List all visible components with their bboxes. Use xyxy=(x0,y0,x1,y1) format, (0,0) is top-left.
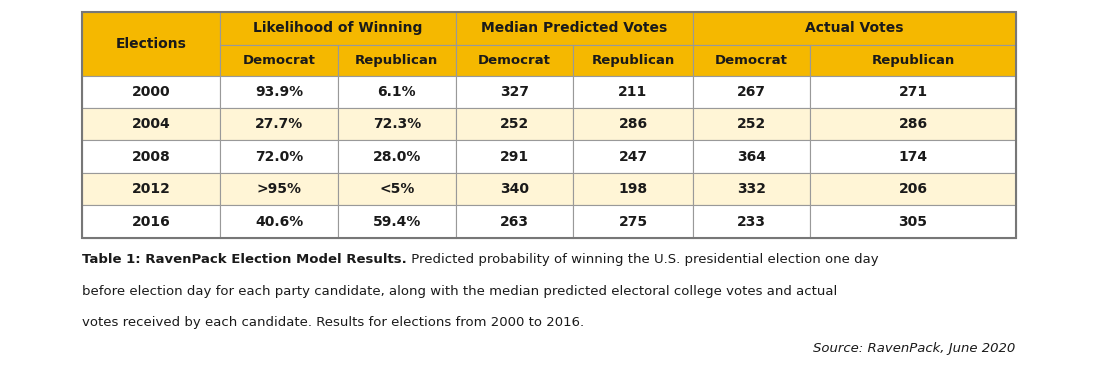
Bar xyxy=(693,141,810,172)
Bar xyxy=(221,205,338,238)
Text: 2000: 2000 xyxy=(132,85,170,99)
Text: 93.9%: 93.9% xyxy=(255,85,303,99)
Text: 2012: 2012 xyxy=(132,182,171,196)
Bar xyxy=(693,76,810,108)
Bar xyxy=(693,45,810,76)
Text: Actual Votes: Actual Votes xyxy=(805,21,904,35)
Text: Table 1: RavenPack Election Model Results.: Table 1: RavenPack Election Model Result… xyxy=(82,253,407,266)
Bar xyxy=(338,205,456,238)
Text: 198: 198 xyxy=(618,182,648,196)
Text: 275: 275 xyxy=(618,215,648,228)
Bar xyxy=(221,172,338,205)
Text: Republican: Republican xyxy=(872,54,954,67)
Bar xyxy=(456,141,573,172)
Text: 72.0%: 72.0% xyxy=(255,149,303,164)
Bar xyxy=(82,141,221,172)
Text: 2008: 2008 xyxy=(132,149,171,164)
Bar xyxy=(693,12,1016,45)
Bar xyxy=(573,205,693,238)
Text: Republican: Republican xyxy=(592,54,674,67)
Text: 340: 340 xyxy=(500,182,529,196)
Bar xyxy=(573,172,693,205)
Text: Democrat: Democrat xyxy=(478,54,551,67)
Bar xyxy=(82,12,1016,238)
Bar xyxy=(338,76,456,108)
Bar xyxy=(810,45,1016,76)
Bar xyxy=(456,172,573,205)
Text: 2004: 2004 xyxy=(132,118,171,131)
Bar xyxy=(456,45,573,76)
Text: 6.1%: 6.1% xyxy=(378,85,416,99)
Text: 206: 206 xyxy=(898,182,928,196)
Text: Likelihood of Winning: Likelihood of Winning xyxy=(254,21,423,35)
Text: 59.4%: 59.4% xyxy=(372,215,421,228)
Bar xyxy=(693,205,810,238)
Bar xyxy=(82,108,221,141)
Bar xyxy=(221,76,338,108)
Bar xyxy=(693,108,810,141)
Text: 28.0%: 28.0% xyxy=(372,149,421,164)
Bar xyxy=(810,172,1016,205)
Text: Republican: Republican xyxy=(356,54,438,67)
Text: votes received by each candidate. Results for elections from 2000 to 2016.: votes received by each candidate. Result… xyxy=(82,316,584,329)
Text: 27.7%: 27.7% xyxy=(255,118,303,131)
Bar xyxy=(573,45,693,76)
Text: 233: 233 xyxy=(737,215,766,228)
Bar xyxy=(82,205,221,238)
Bar xyxy=(221,108,338,141)
Bar xyxy=(338,45,456,76)
Bar xyxy=(82,76,221,108)
Bar xyxy=(338,141,456,172)
Text: 211: 211 xyxy=(618,85,648,99)
Text: 174: 174 xyxy=(898,149,928,164)
Bar xyxy=(221,12,456,45)
Bar xyxy=(221,45,338,76)
Bar xyxy=(810,205,1016,238)
Text: Source: RavenPack, June 2020: Source: RavenPack, June 2020 xyxy=(814,342,1016,354)
Bar xyxy=(456,108,573,141)
Bar xyxy=(338,172,456,205)
Text: 332: 332 xyxy=(737,182,766,196)
Bar xyxy=(82,12,221,76)
Text: >95%: >95% xyxy=(257,182,302,196)
Bar xyxy=(573,108,693,141)
Text: 305: 305 xyxy=(898,215,928,228)
Text: Predicted probability of winning the U.S. presidential election one day: Predicted probability of winning the U.S… xyxy=(407,253,878,266)
Bar xyxy=(338,108,456,141)
Text: Democrat: Democrat xyxy=(715,54,788,67)
Text: 267: 267 xyxy=(737,85,766,99)
Bar xyxy=(693,172,810,205)
Text: Median Predicted Votes: Median Predicted Votes xyxy=(481,21,668,35)
Bar xyxy=(573,141,693,172)
Bar xyxy=(221,141,338,172)
Text: 364: 364 xyxy=(737,149,766,164)
Text: 291: 291 xyxy=(500,149,529,164)
Text: <5%: <5% xyxy=(379,182,415,196)
Text: 286: 286 xyxy=(898,118,928,131)
Text: Democrat: Democrat xyxy=(243,54,316,67)
Text: 72.3%: 72.3% xyxy=(372,118,421,131)
Text: 327: 327 xyxy=(500,85,529,99)
Bar xyxy=(810,76,1016,108)
Text: 271: 271 xyxy=(898,85,928,99)
Bar xyxy=(810,141,1016,172)
Text: 286: 286 xyxy=(618,118,648,131)
Bar xyxy=(810,108,1016,141)
Bar xyxy=(82,172,221,205)
Bar xyxy=(456,205,573,238)
Text: 263: 263 xyxy=(500,215,529,228)
Bar xyxy=(456,12,693,45)
Bar xyxy=(573,76,693,108)
Text: 2016: 2016 xyxy=(132,215,171,228)
Text: 252: 252 xyxy=(737,118,766,131)
Bar xyxy=(456,76,573,108)
Text: Elections: Elections xyxy=(116,37,187,51)
Text: before election day for each party candidate, along with the median predicted el: before election day for each party candi… xyxy=(82,285,838,298)
Text: 252: 252 xyxy=(500,118,529,131)
Text: 40.6%: 40.6% xyxy=(255,215,303,228)
Text: 247: 247 xyxy=(618,149,648,164)
